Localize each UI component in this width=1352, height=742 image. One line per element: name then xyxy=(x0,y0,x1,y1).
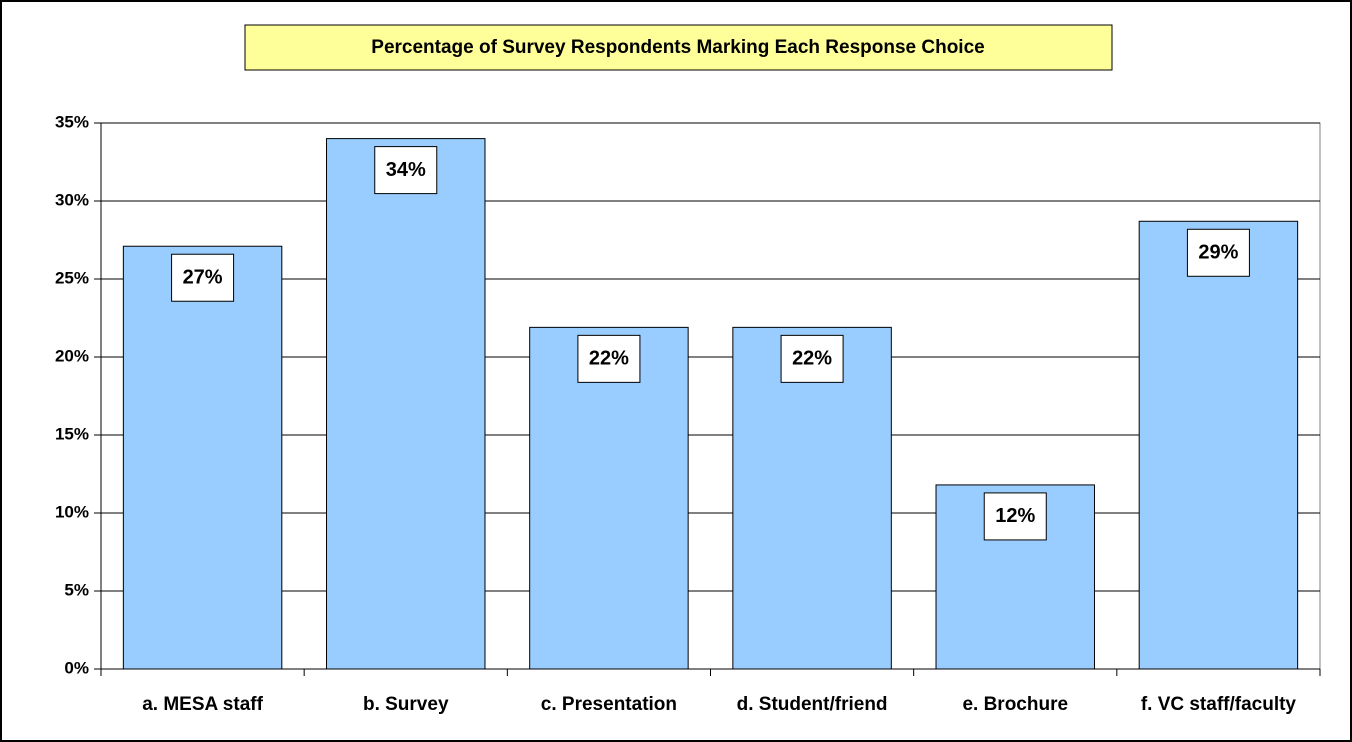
x-tick-label: c. Presentation xyxy=(541,694,677,715)
y-tick-label: 30% xyxy=(55,190,89,209)
y-tick-label: 10% xyxy=(55,502,89,521)
plot-area xyxy=(100,122,1321,670)
bar xyxy=(1138,220,1299,670)
value-label-box xyxy=(374,146,438,195)
value-label-box xyxy=(577,334,641,383)
value-label-box xyxy=(171,253,235,302)
y-tick-label: 0% xyxy=(64,658,89,677)
bar xyxy=(529,326,689,670)
chart-title: Percentage of Survey Respondents Marking… xyxy=(371,37,984,58)
title-box xyxy=(244,24,1113,71)
bar xyxy=(122,245,283,670)
x-tick-label: a. MESA staff xyxy=(142,694,263,715)
bar xyxy=(326,138,486,670)
y-tick-label: 15% xyxy=(55,424,89,443)
x-tick-label: b. Survey xyxy=(363,694,449,715)
y-tick-label: 20% xyxy=(55,346,89,365)
value-label: 34% xyxy=(386,159,426,181)
y-tick-label: 25% xyxy=(55,268,89,287)
x-tick-label: d. Student/friend xyxy=(737,694,888,715)
x-tick-label: f. VC staff/faculty xyxy=(1141,694,1297,715)
x-tick-label: e. Brochure xyxy=(962,694,1068,715)
y-tick-label: 5% xyxy=(64,580,89,599)
bar xyxy=(732,326,892,670)
value-label-box xyxy=(1186,228,1250,277)
value-label-box xyxy=(983,492,1047,541)
value-label: 27% xyxy=(183,267,223,289)
value-label: 12% xyxy=(995,505,1035,527)
value-label-box xyxy=(780,334,844,383)
value-label: 22% xyxy=(589,348,629,370)
value-label: 29% xyxy=(1198,242,1238,264)
y-tick-label: 35% xyxy=(55,112,89,131)
value-label: 22% xyxy=(792,348,832,370)
